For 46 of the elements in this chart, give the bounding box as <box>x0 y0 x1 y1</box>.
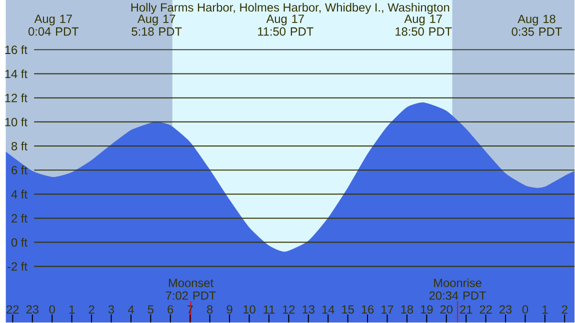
x-tick-label: 8 <box>207 305 213 314</box>
y-tick-label: 14 ft <box>5 69 28 78</box>
x-tick-label: 1 <box>69 305 75 314</box>
x-tick-label: 1 <box>542 305 548 314</box>
x-tick-label: 0 <box>522 305 528 314</box>
ref-line-label: Moonrise 20:34 PDT <box>429 278 486 300</box>
x-tick-label: 14 <box>322 305 334 314</box>
x-tick-label: 22 <box>6 305 19 314</box>
x-tick-label: 22 <box>480 305 492 314</box>
x-tick-label: 19 <box>420 305 433 314</box>
annotation: Aug 17 5:18 PDT <box>132 14 182 36</box>
y-tick-label: 8 ft <box>12 142 28 150</box>
x-tick-label: 10 <box>244 305 256 314</box>
y-tick-label: 10 ft <box>5 118 28 126</box>
x-tick-label: 5 <box>148 305 154 314</box>
x-tick-label: 4 <box>128 305 134 314</box>
y-tick-label: 0 ft <box>11 238 28 247</box>
x-tick-label: 23 <box>500 305 512 314</box>
y-tick-label: -2 ft <box>8 262 28 271</box>
x-tick-label: 20 <box>440 305 453 314</box>
x-tick-label: 15 <box>342 305 354 314</box>
x-tick-label: 9 <box>226 305 232 314</box>
x-tick-label: 17 <box>382 305 394 314</box>
x-tick-label: 0 <box>49 305 55 314</box>
x-tick-label: 13 <box>302 305 314 314</box>
x-tick-label: 2 <box>88 305 94 314</box>
x-tick-label: 11 <box>264 305 275 314</box>
x-tick-label: 21 <box>460 305 472 314</box>
annotation: Aug 17 0:04 PDT <box>28 14 79 36</box>
annotation: Aug 17 11:50 PDT <box>258 14 314 36</box>
y-tick-label: 6 ft <box>12 166 28 174</box>
y-tick-label: 16 ft <box>5 45 28 54</box>
y-tick-label: 4 ft <box>11 190 28 199</box>
x-tick-label: 12 <box>282 305 295 314</box>
x-tick-label: 6 <box>168 305 174 314</box>
chart-title: Holly Farms Harbor, Holmes Harbor, Whidbey I., Washington <box>131 2 450 14</box>
x-tick-label: 16 <box>362 305 374 314</box>
x-tick-label: 3 <box>108 305 114 314</box>
x-tick-label: 23 <box>26 305 38 314</box>
x-tick-label: 18 <box>401 305 414 314</box>
x-tick-label: 2 <box>562 305 568 314</box>
y-tick-label: 12 ft <box>5 94 28 102</box>
y-tick-label: 2 ft <box>12 214 28 223</box>
annotation: Aug 18 0:35 PDT <box>512 14 562 36</box>
annotation: Aug 17 18:50 PDT <box>396 14 452 36</box>
ref-line-label: Moonset 7:02 PDT <box>166 278 216 300</box>
